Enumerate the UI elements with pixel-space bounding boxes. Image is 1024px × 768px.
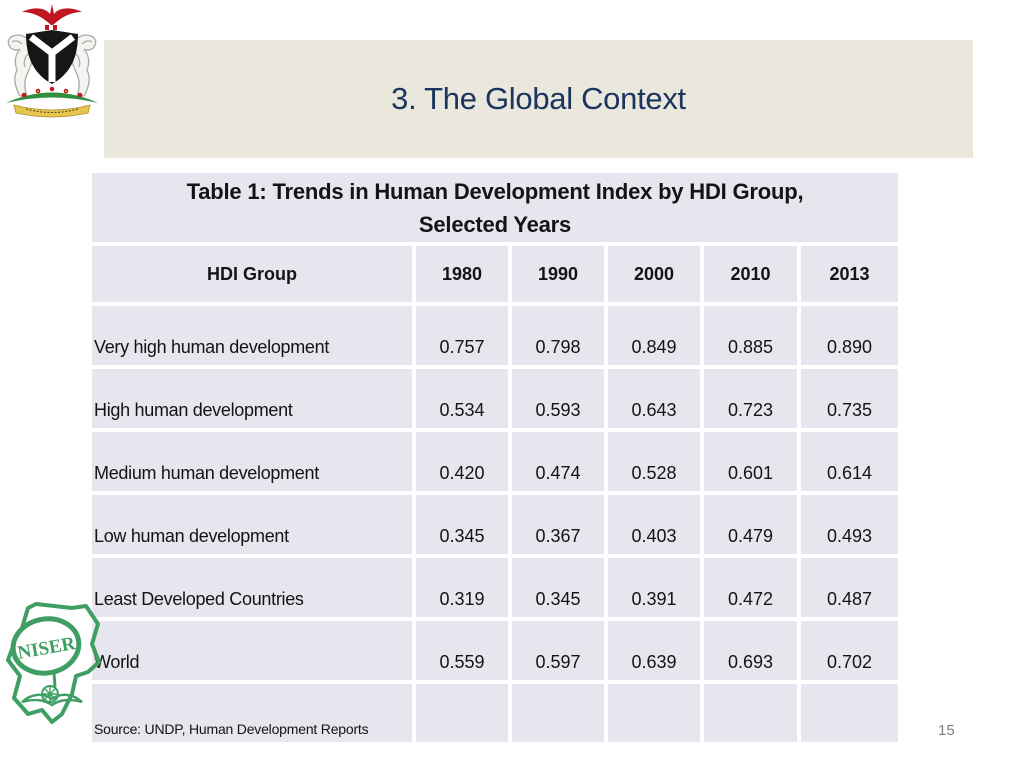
cell-value: 0.493 (801, 495, 898, 554)
cell-value: 0.601 (704, 432, 797, 491)
col-header-2000: 2000 (608, 246, 700, 302)
cell-value: 0.639 (608, 621, 700, 680)
table-title-line1: Table 1: Trends in Human Development Ind… (186, 178, 804, 204)
cell-value: 0.735 (801, 369, 898, 428)
cell-value: 0.528 (608, 432, 700, 491)
nigeria-coat-of-arms-logo (0, 0, 104, 127)
empty-cell (512, 684, 604, 742)
cell-value: 0.597 (512, 621, 604, 680)
col-header-2013: 2013 (801, 246, 898, 302)
empty-cell (416, 684, 508, 742)
cell-value: 0.534 (416, 369, 508, 428)
niser-logo: NISER (2, 598, 104, 730)
cell-value: 0.614 (801, 432, 898, 491)
col-header-2010: 2010 (704, 246, 797, 302)
cell-value: 0.420 (416, 432, 508, 491)
title-banner: 3. The Global Context (104, 40, 973, 158)
cell-value: 0.479 (704, 495, 797, 554)
row-label: Least Developed Countries (92, 558, 412, 617)
cell-value: 0.643 (608, 369, 700, 428)
cell-value: 0.885 (704, 306, 797, 365)
cell-value: 0.757 (416, 306, 508, 365)
cell-value: 0.890 (801, 306, 898, 365)
col-header-1980: 1980 (416, 246, 508, 302)
cell-value: 0.798 (512, 306, 604, 365)
empty-cell (801, 684, 898, 742)
cell-value: 0.345 (416, 495, 508, 554)
cell-value: 0.319 (416, 558, 508, 617)
empty-cell (608, 684, 700, 742)
row-label: Medium human development (92, 432, 412, 491)
cell-value: 0.723 (704, 369, 797, 428)
cell-value: 0.403 (608, 495, 700, 554)
row-label: World (92, 621, 412, 680)
cell-value: 0.345 (512, 558, 604, 617)
row-label: High human development (92, 369, 412, 428)
niser-logo-icon: NISER (6, 602, 101, 724)
cell-value: 0.849 (608, 306, 700, 365)
col-header-1990: 1990 (512, 246, 604, 302)
col-header-hdi-group: HDI Group (92, 246, 412, 302)
cell-value: 0.474 (512, 432, 604, 491)
cell-value: 0.367 (512, 495, 604, 554)
cell-value: 0.702 (801, 621, 898, 680)
cell-value: 0.472 (704, 558, 797, 617)
table-title-text: Table 1: Trends in Human Development Ind… (187, 175, 804, 241)
cell-value: 0.487 (801, 558, 898, 617)
table-title-line2: Selected Years (418, 211, 572, 237)
table-title: Table 1: Trends in Human Development Ind… (92, 173, 898, 242)
row-label: Low human development (92, 495, 412, 554)
slide-title: 3. The Global Context (391, 81, 686, 116)
cell-value: 0.559 (416, 621, 508, 680)
cell-value: 0.391 (608, 558, 700, 617)
empty-cell (704, 684, 797, 742)
row-label: Very high human development (92, 306, 412, 365)
cell-value: 0.593 (512, 369, 604, 428)
page-number: 15 (938, 722, 955, 739)
table-source: Source: UNDP, Human Development Reports (92, 684, 412, 742)
nigeria-coat-of-arms-icon (0, 0, 104, 127)
hdi-table: Table 1: Trends in Human Development Ind… (92, 173, 898, 742)
cell-value: 0.693 (704, 621, 797, 680)
